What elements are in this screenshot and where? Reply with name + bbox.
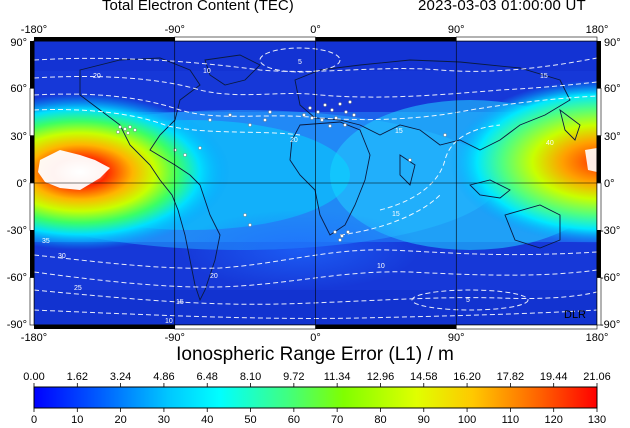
tec-tick-label: 20: [114, 414, 126, 426]
lat-tick-label: 0°: [604, 178, 615, 190]
lat-tick-label: 60°: [604, 83, 621, 95]
contour-label: 35: [42, 238, 50, 245]
lon-tick-label: -90°: [165, 332, 185, 344]
lon-tick-label: 0°: [310, 24, 321, 36]
contour-label: 15: [540, 73, 548, 80]
lat-tick-label: -90°: [7, 319, 27, 331]
range-error-tick-label: 4.86: [153, 371, 174, 383]
tec-tick-labels: 0 10 20 30 40 50 60 70 80 90 100 110 120 130: [31, 414, 606, 426]
tec-tick-label: 70: [331, 414, 343, 426]
range-error-tick-label: 9.72: [283, 371, 304, 383]
range-error-tick-label: 12.96: [367, 371, 395, 383]
contour-label: 15: [176, 299, 184, 306]
lat-tick-label: -60°: [600, 272, 620, 284]
tec-tick-label: 130: [588, 414, 606, 426]
contour-label: 5: [298, 59, 302, 66]
lat-tick-label: 30°: [10, 131, 27, 143]
range-error-tick-label: 6.48: [197, 371, 218, 383]
lat-tick-label: -30°: [7, 225, 27, 237]
range-error-tick-label: 8.10: [240, 371, 261, 383]
lat-axis-right: 90° 60° 30° 0° -30° -60° -90°: [600, 37, 621, 331]
lon-tick-label: 180°: [586, 24, 609, 36]
tec-tick-label: 100: [458, 414, 476, 426]
lat-tick-label: 0°: [16, 178, 27, 190]
contour-label: 5: [466, 297, 470, 304]
tec-tick-label: 90: [418, 414, 430, 426]
lat-tick-label: 30°: [604, 131, 621, 143]
lat-tick-label: 90°: [604, 37, 621, 49]
tec-tick-label: 40: [201, 414, 213, 426]
lon-axis-bottom: -180° -90° 0° 90° 180°: [21, 332, 609, 344]
lon-tick-label: -180°: [21, 332, 47, 344]
lat-axis-left: 90° 60° 30° 0° -30° -60° -90°: [7, 37, 27, 331]
range-error-tick-label: 16.20: [453, 371, 481, 383]
range-error-tick-label: 19.44: [540, 371, 568, 383]
tec-tick-label: 120: [545, 414, 563, 426]
range-error-tick-label: 1.62: [67, 371, 88, 383]
range-error-tick-label: 17.82: [497, 371, 525, 383]
lon-axis-top: -180° -90° 0° 90° 180°: [21, 24, 609, 36]
lon-tick-label: 0°: [310, 332, 321, 344]
contour-label: 10: [203, 68, 211, 75]
lat-tick-label: -30°: [600, 225, 620, 237]
contour-label: 15: [395, 128, 403, 135]
dlr-watermark: DLR: [564, 309, 586, 321]
contour-label: 20: [210, 273, 218, 280]
colorbar: 0.00 1.62 3.24 4.86 6.48 8.10 9.72 11.34 12.96 14…: [23, 371, 610, 426]
contour-label: 40: [546, 140, 554, 147]
contour-label: 30: [58, 253, 66, 260]
contour-label: 25: [74, 285, 82, 292]
contour-label: 10: [165, 318, 173, 325]
lon-tick-label: -90°: [165, 24, 185, 36]
lon-tick-label: 180°: [586, 332, 609, 344]
contour-label: 15: [392, 211, 400, 218]
lat-tick-label: -60°: [7, 272, 27, 284]
colorbar-title: Ionospheric Range Error (L1) / m: [0, 344, 630, 366]
tec-tick-label: 0: [31, 414, 37, 426]
tec-tick-label: 60: [288, 414, 300, 426]
range-error-tick-labels: 0.00 1.62 3.24 4.86 6.48 8.10 9.72 11.34 12.96 14…: [23, 371, 610, 383]
range-error-tick-label: 14.58: [410, 371, 438, 383]
contour-label: 20: [93, 73, 101, 80]
lat-tick-label: 60°: [10, 83, 27, 95]
contour-label: 20: [290, 137, 298, 144]
contour-label: 10: [377, 263, 385, 270]
range-error-tick-label: 21.06: [583, 371, 611, 383]
tec-tick-label: 30: [158, 414, 170, 426]
lat-tick-label: -90°: [600, 319, 620, 331]
tec-map: [0, 41, 630, 325]
range-error-tick-label: 11.34: [324, 371, 351, 383]
lon-tick-label: 90°: [448, 332, 465, 344]
tec-tick-label: 80: [374, 414, 386, 426]
lon-tick-label: 90°: [448, 24, 465, 36]
range-error-tick-label: 0.00: [23, 371, 44, 383]
lat-tick-label: 90°: [10, 37, 27, 49]
colorbar-gradient: [34, 387, 597, 408]
tec-tick-label: 50: [244, 414, 256, 426]
tec-tick-label: 10: [71, 414, 83, 426]
lon-tick-label: -180°: [21, 24, 47, 36]
tec-tick-label: 110: [502, 414, 520, 426]
range-error-tick-label: 3.24: [110, 371, 131, 383]
